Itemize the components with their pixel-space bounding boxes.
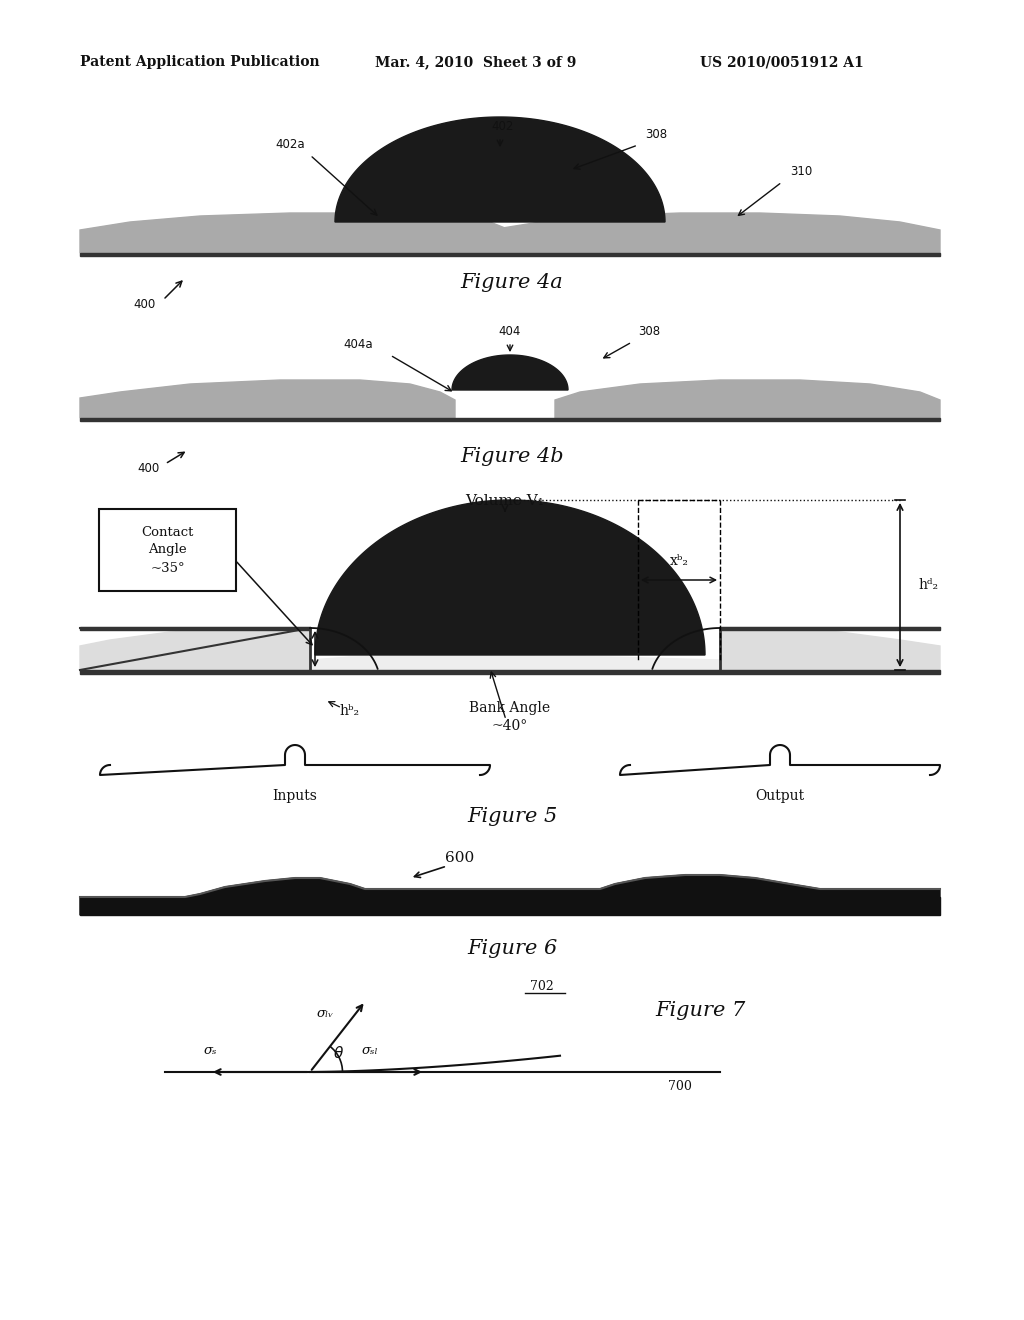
Bar: [80, 671, 940, 675]
Text: 404: 404: [499, 325, 521, 338]
Text: 600: 600: [445, 851, 475, 865]
Text: 400: 400: [137, 462, 159, 475]
Polygon shape: [315, 500, 705, 655]
Polygon shape: [335, 117, 665, 222]
Text: Output: Output: [756, 789, 805, 803]
Polygon shape: [80, 875, 940, 915]
Bar: [80, 898, 940, 915]
Text: Figure 4a: Figure 4a: [461, 272, 563, 292]
Text: 702: 702: [530, 979, 554, 993]
Polygon shape: [720, 628, 940, 671]
Text: Volume V₁: Volume V₁: [466, 494, 545, 508]
Text: Mar. 4, 2010  Sheet 3 of 9: Mar. 4, 2010 Sheet 3 of 9: [375, 55, 577, 69]
Bar: [80, 253, 940, 256]
Text: Patent Application Publication: Patent Application Publication: [80, 55, 319, 69]
Text: Contact
Angle
~35°: Contact Angle ~35°: [141, 525, 194, 574]
Text: Inputs: Inputs: [272, 789, 317, 803]
Polygon shape: [80, 380, 455, 418]
Text: 308: 308: [645, 128, 667, 141]
Bar: [80, 418, 940, 421]
Polygon shape: [80, 213, 510, 253]
Text: hᵇ₂: hᵇ₂: [340, 704, 360, 718]
Text: 402a: 402a: [275, 139, 305, 150]
Text: σₗᵥ: σₗᵥ: [316, 1007, 334, 1020]
Text: 400: 400: [134, 298, 156, 312]
Text: 310: 310: [790, 165, 812, 178]
Text: θ: θ: [334, 1045, 343, 1061]
Bar: [720, 627, 940, 630]
Text: Figure 7: Figure 7: [655, 1001, 745, 1019]
Text: hᵈ₂: hᵈ₂: [918, 578, 938, 591]
Polygon shape: [310, 655, 720, 671]
Text: Figure 4b: Figure 4b: [460, 446, 564, 466]
Text: Bank Angle
~40°: Bank Angle ~40°: [469, 701, 551, 733]
Text: Figure 6: Figure 6: [467, 939, 557, 957]
Polygon shape: [452, 355, 568, 389]
Polygon shape: [80, 628, 310, 671]
Text: Figure 5: Figure 5: [467, 807, 557, 825]
Text: σₛ: σₛ: [203, 1044, 217, 1057]
Text: US 2010/0051912 A1: US 2010/0051912 A1: [700, 55, 864, 69]
Text: σₛₗ: σₛₗ: [361, 1044, 379, 1057]
Text: 308: 308: [638, 325, 660, 338]
Text: xᵇ₂: xᵇ₂: [670, 554, 688, 568]
Polygon shape: [555, 380, 940, 418]
Text: 402: 402: [492, 120, 514, 133]
Bar: [80, 627, 310, 630]
Text: 700: 700: [668, 1080, 692, 1093]
Text: 404a: 404a: [343, 338, 373, 351]
Polygon shape: [490, 213, 940, 253]
FancyBboxPatch shape: [99, 510, 236, 591]
